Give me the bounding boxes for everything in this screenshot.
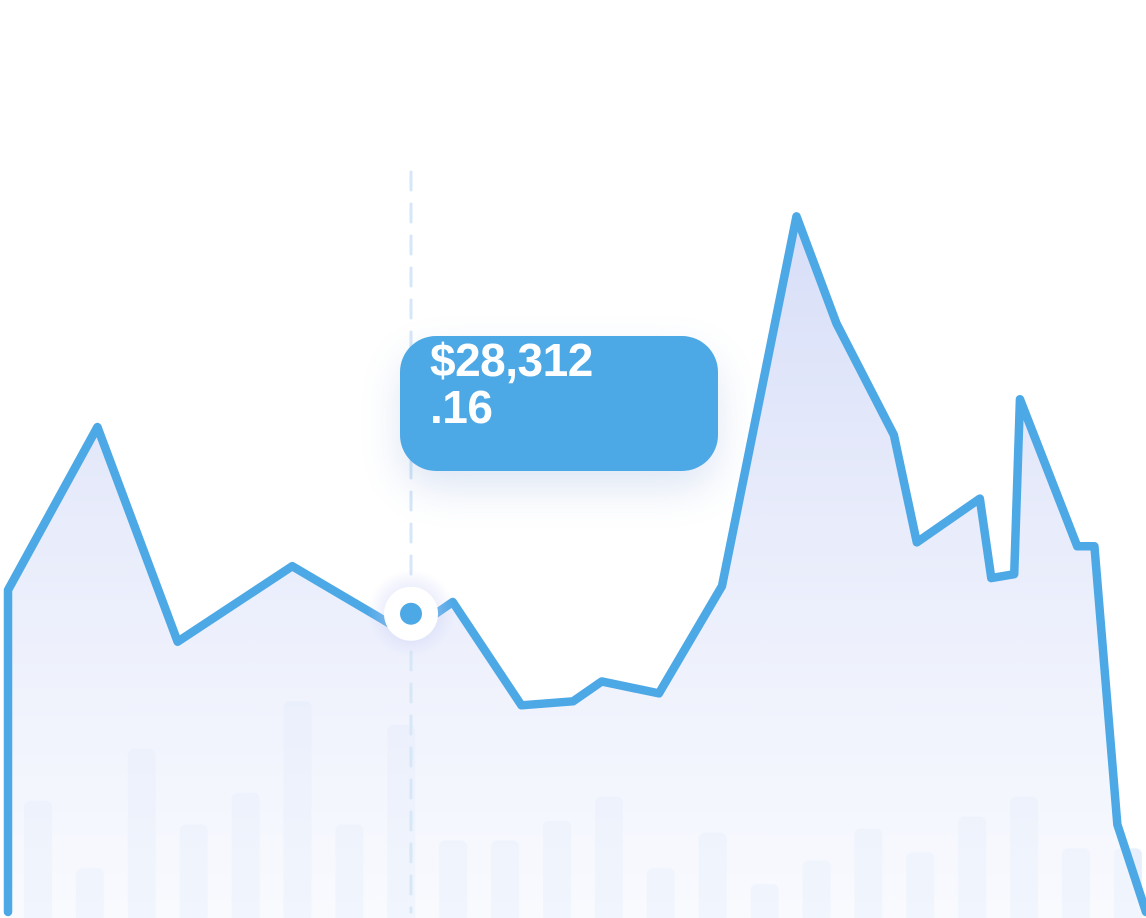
marker-dot [400, 602, 422, 625]
area-fill [8, 216, 1146, 918]
line-point [517, 701, 525, 709]
line-point [93, 423, 101, 431]
line-point [792, 212, 800, 220]
line-point [598, 677, 606, 685]
tooltip-value-line1: $28,312 [430, 334, 593, 386]
line-point [913, 538, 921, 546]
line-point [718, 582, 726, 590]
line-point [987, 574, 995, 582]
value-tooltip: $28,312 .16 [400, 334, 718, 471]
line-point [288, 562, 296, 570]
line-point [890, 431, 898, 439]
line-point [833, 320, 841, 328]
line-point [1010, 570, 1018, 578]
tooltip-value-line2: .16 [430, 381, 493, 433]
line-point [174, 638, 182, 646]
highlight-marker[interactable] [367, 569, 455, 658]
series-line [3, 212, 1146, 917]
line-point [1073, 542, 1081, 550]
line-point [4, 586, 12, 594]
line-point [1016, 395, 1024, 403]
line-point [569, 697, 577, 705]
line-point [1090, 542, 1098, 550]
line-point [1113, 821, 1121, 829]
line-point [655, 689, 663, 697]
line-point [976, 495, 984, 503]
